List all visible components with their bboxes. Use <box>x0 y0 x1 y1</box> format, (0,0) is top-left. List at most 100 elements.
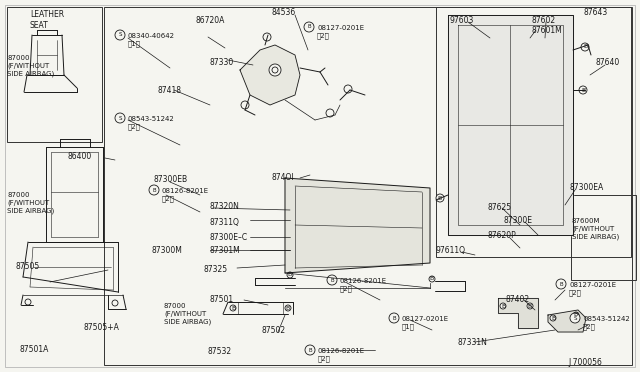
Text: 87300EB: 87300EB <box>153 175 187 184</box>
Text: 08126-8201E
（2）: 08126-8201E （2） <box>318 348 365 362</box>
Text: 08340-40642
（1）: 08340-40642 （1） <box>128 33 175 47</box>
Circle shape <box>327 275 337 285</box>
Circle shape <box>241 101 249 109</box>
Circle shape <box>305 345 315 355</box>
Text: 87505: 87505 <box>16 262 40 271</box>
Text: 86720A: 86720A <box>195 16 225 25</box>
Text: B: B <box>581 87 585 93</box>
Text: B: B <box>574 312 578 317</box>
Text: 87601M: 87601M <box>532 26 563 35</box>
Text: 87000
(F/WITHOUT
SIDE AIRBAG): 87000 (F/WITHOUT SIDE AIRBAG) <box>7 55 54 77</box>
Text: 87331N: 87331N <box>458 338 488 347</box>
Circle shape <box>269 64 281 76</box>
Text: 87501: 87501 <box>210 295 234 304</box>
Text: S: S <box>118 115 122 121</box>
Polygon shape <box>448 15 573 235</box>
Circle shape <box>285 305 291 311</box>
Text: B: B <box>430 276 434 282</box>
Text: 87532: 87532 <box>207 347 231 356</box>
Text: 87501A: 87501A <box>20 345 49 354</box>
Text: B: B <box>392 315 396 321</box>
Text: 87300M: 87300M <box>152 246 183 255</box>
Text: B: B <box>286 305 290 311</box>
Text: 87000
(F/WITHOUT
SIDE AIRBAG): 87000 (F/WITHOUT SIDE AIRBAG) <box>7 192 54 214</box>
Text: 87602: 87602 <box>532 16 556 25</box>
Text: 87402: 87402 <box>506 295 530 304</box>
Circle shape <box>115 113 125 123</box>
Text: 86400: 86400 <box>67 152 92 161</box>
Text: 87505+A: 87505+A <box>83 323 119 332</box>
Text: 87300E: 87300E <box>503 216 532 225</box>
Text: 08126-8201E
（2）: 08126-8201E （2） <box>162 188 209 202</box>
Bar <box>436 7 631 257</box>
Text: 874OI: 874OI <box>272 173 294 182</box>
Circle shape <box>272 67 278 73</box>
Text: B: B <box>551 315 555 321</box>
Text: B: B <box>583 45 587 49</box>
Text: S: S <box>118 32 122 38</box>
Bar <box>7 7 102 142</box>
Text: 08543-51242
（2）: 08543-51242 （2） <box>583 316 630 330</box>
Circle shape <box>579 86 587 94</box>
Text: 08127-0201E
（1）: 08127-0201E （1） <box>402 316 449 330</box>
Circle shape <box>527 303 533 309</box>
Circle shape <box>304 22 314 32</box>
Text: B: B <box>330 278 334 282</box>
Text: 87600M
(F/WITHOUT
SIDE AIRBAG): 87600M (F/WITHOUT SIDE AIRBAG) <box>572 218 620 240</box>
Text: B: B <box>559 282 563 286</box>
Circle shape <box>344 85 352 93</box>
Text: 87301M: 87301M <box>210 246 241 255</box>
Polygon shape <box>240 45 300 105</box>
Text: 08543-51242
（2）: 08543-51242 （2） <box>128 116 175 130</box>
Text: 87311Q: 87311Q <box>210 218 240 227</box>
Text: B: B <box>307 25 311 29</box>
Bar <box>104 7 632 365</box>
Text: B: B <box>528 304 532 308</box>
Text: 87640: 87640 <box>596 58 620 67</box>
Text: 08127-0201E
（2）: 08127-0201E （2） <box>317 25 364 39</box>
Text: 08127-0201E
（2）: 08127-0201E （2） <box>569 282 616 296</box>
Text: B: B <box>231 305 235 311</box>
Text: B: B <box>288 273 292 278</box>
Circle shape <box>429 276 435 282</box>
Circle shape <box>112 300 118 306</box>
Text: 97603: 97603 <box>450 16 474 25</box>
Circle shape <box>287 272 293 278</box>
Text: 87643: 87643 <box>584 8 608 17</box>
Polygon shape <box>548 310 586 332</box>
Text: 87300EA: 87300EA <box>570 183 604 192</box>
Text: 87620P: 87620P <box>488 231 516 240</box>
Text: J 700056: J 700056 <box>568 358 602 367</box>
Circle shape <box>25 299 31 305</box>
Polygon shape <box>285 178 430 273</box>
Text: 87625: 87625 <box>488 203 512 212</box>
Circle shape <box>570 313 580 323</box>
Circle shape <box>550 315 556 321</box>
Text: 08126-8201E
（2）: 08126-8201E （2） <box>340 278 387 292</box>
Text: 87000
(F/WITHOUT
SIDE AIRBAG): 87000 (F/WITHOUT SIDE AIRBAG) <box>164 303 211 325</box>
Text: B: B <box>152 187 156 192</box>
Text: 87502: 87502 <box>262 326 286 335</box>
Text: B: B <box>438 196 442 201</box>
Text: S: S <box>573 315 577 321</box>
Circle shape <box>230 305 236 311</box>
Circle shape <box>263 33 271 41</box>
Text: 97611Q: 97611Q <box>436 246 466 255</box>
Circle shape <box>581 43 589 51</box>
Circle shape <box>115 30 125 40</box>
Text: LEATHER
SEAT: LEATHER SEAT <box>30 10 64 30</box>
Circle shape <box>149 185 159 195</box>
Text: 87300E–C: 87300E–C <box>210 233 248 242</box>
Text: 87320N: 87320N <box>210 202 240 211</box>
Polygon shape <box>498 298 538 328</box>
Text: 87418: 87418 <box>158 86 182 95</box>
Circle shape <box>573 312 579 318</box>
Circle shape <box>500 303 506 309</box>
Text: B: B <box>501 304 505 308</box>
Circle shape <box>436 194 444 202</box>
Circle shape <box>326 109 334 117</box>
Circle shape <box>556 279 566 289</box>
Text: 87330: 87330 <box>210 58 234 67</box>
Text: 87325: 87325 <box>203 265 227 274</box>
Text: 84536: 84536 <box>271 8 295 17</box>
